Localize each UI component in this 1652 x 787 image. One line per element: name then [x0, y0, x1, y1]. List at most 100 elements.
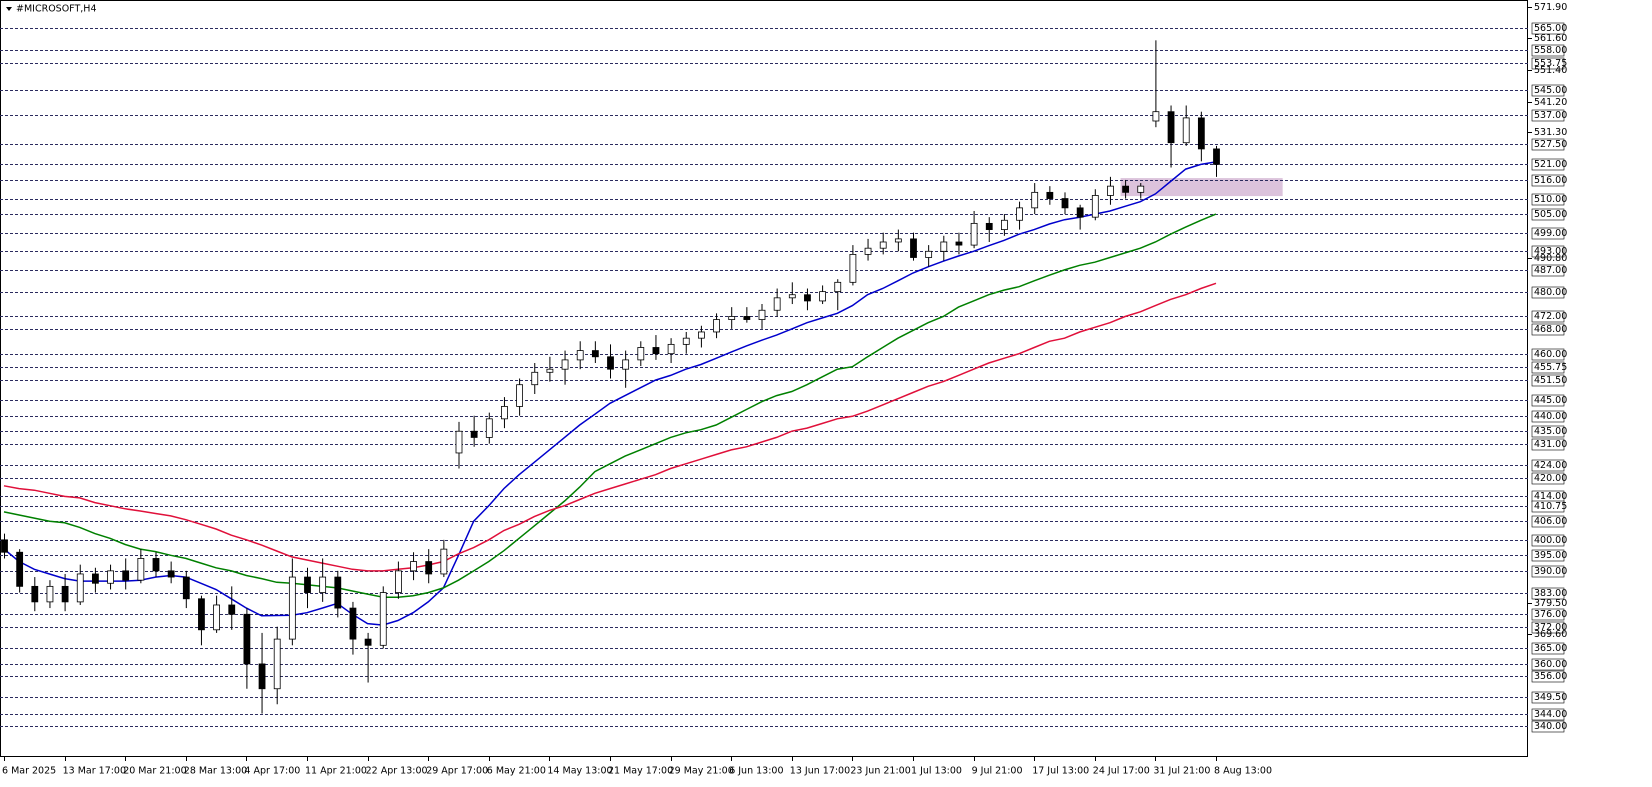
candle-body [1137, 185, 1145, 193]
candle-body [910, 238, 917, 258]
level-label-box [1531, 608, 1565, 621]
level-label: 487.00 [1534, 265, 1567, 276]
level-label: 400.00 [1534, 535, 1567, 546]
candle-body [925, 250, 933, 258]
level-label: 537.00 [1534, 110, 1567, 121]
candle-body [879, 241, 887, 249]
candle-body [637, 347, 645, 361]
candle-body [652, 347, 660, 355]
candle-body [1107, 185, 1114, 196]
level-label: 390.00 [1534, 566, 1567, 577]
candle-body [46, 585, 54, 603]
x-tick-label: 6 May 21:00 [487, 766, 546, 777]
candle-body [1046, 191, 1054, 199]
candle-body [940, 241, 948, 252]
level-label: 451.50 [1534, 375, 1567, 386]
x-tick-label: 14 May 13:00 [547, 766, 612, 777]
level-label: 565.00 [1534, 23, 1567, 34]
level-label: 376.00 [1534, 609, 1567, 620]
level-label-box [1531, 374, 1565, 387]
candle-body [410, 561, 417, 572]
level-label: 505.00 [1534, 209, 1567, 220]
candle-body [1031, 191, 1039, 209]
y-tick-label: 561.60 [1534, 33, 1567, 44]
candle-body [1076, 207, 1084, 218]
level-label-box [1531, 323, 1565, 336]
level-label-box [1531, 720, 1565, 733]
level-label-box [1531, 549, 1565, 562]
level-label: 460.00 [1534, 349, 1567, 360]
level-label: 420.00 [1534, 473, 1567, 484]
candle-body [425, 561, 433, 575]
candle-body [501, 406, 508, 420]
candle-body [1167, 111, 1175, 144]
candle-body [1197, 117, 1205, 150]
level-label-box [1531, 438, 1565, 451]
candle-body [1, 539, 8, 553]
x-tick-label: 11 Apr 21:00 [305, 766, 367, 777]
level-label: 344.00 [1534, 709, 1567, 720]
level-label-box [1531, 22, 1565, 35]
candle-body [319, 576, 327, 593]
level-label: 349.50 [1534, 692, 1567, 703]
candle-body [61, 585, 69, 603]
candle-body [364, 638, 372, 646]
level-label: 510.00 [1534, 194, 1567, 205]
x-tick-label: 4 Apr 17:00 [244, 766, 300, 777]
plot-frame [0, 0, 1528, 757]
candle-body [1001, 219, 1008, 230]
level-label-box [1531, 348, 1565, 361]
candle-body [849, 254, 857, 283]
level-label-box [1531, 245, 1565, 258]
candle-body [804, 294, 811, 302]
level-label-box [1531, 84, 1565, 97]
level-label-box [1531, 670, 1565, 683]
candle-body [1182, 117, 1190, 144]
level-label-box [1531, 621, 1565, 634]
candle-body [182, 576, 190, 600]
level-label: 431.00 [1534, 439, 1567, 450]
level-label: 516.00 [1534, 175, 1567, 186]
candle-body [31, 585, 39, 603]
candle-body [228, 604, 236, 615]
candle-body [213, 604, 221, 631]
level-label: 414.00 [1534, 491, 1567, 502]
level-label-box [1531, 193, 1565, 206]
candle-body [485, 418, 493, 438]
candle-body [743, 316, 751, 320]
candle-body [152, 558, 160, 572]
moving-average [3, 161, 1217, 626]
candle-body [788, 294, 796, 299]
candle-body [76, 573, 84, 603]
level-label-box [1531, 515, 1565, 528]
y-tick-label: 490.80 [1534, 253, 1567, 264]
candle-body [591, 350, 599, 358]
x-tick-label: 29 Apr 17:00 [426, 766, 488, 777]
x-tick-label: 29 May 21:00 [669, 766, 734, 777]
candle-body [1213, 148, 1220, 165]
level-label: 545.00 [1534, 85, 1567, 96]
level-label: 521.00 [1534, 159, 1567, 170]
candle-body [970, 222, 978, 246]
level-label-box [1531, 658, 1565, 671]
candle-body [834, 281, 842, 293]
candle-body [470, 430, 478, 438]
level-label-box [1531, 286, 1565, 299]
candle-body [985, 222, 993, 230]
candle-body [682, 337, 690, 345]
candle-body [394, 570, 402, 593]
level-label-box [1531, 472, 1565, 485]
moving-average [3, 213, 1217, 598]
level-label: 527.50 [1534, 139, 1567, 150]
level-label-box [1531, 691, 1565, 704]
x-tick-label: 20 Mar 21:00 [123, 766, 186, 777]
candle-body [561, 359, 569, 370]
candle-body [516, 384, 523, 407]
candle-body [455, 430, 463, 454]
candle-body [894, 238, 902, 243]
menu-arrow [6, 7, 12, 11]
candle-body [379, 592, 387, 646]
candle-body [819, 291, 826, 302]
x-tick-label: 24 Jul 17:00 [1093, 766, 1150, 777]
